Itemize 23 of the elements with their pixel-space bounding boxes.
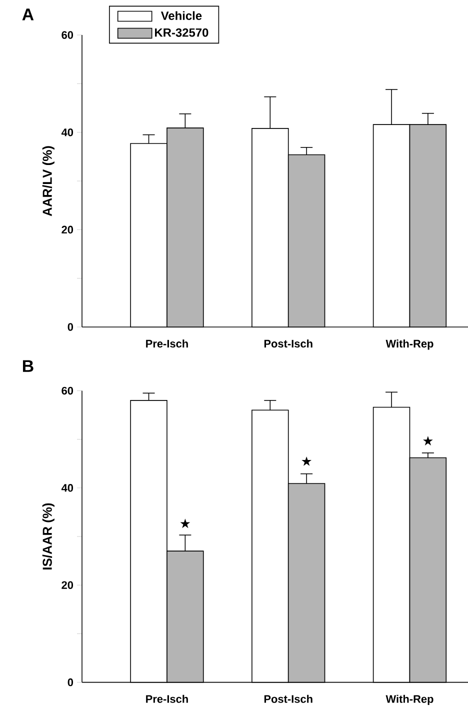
x-tick-label: With-Rep [386, 694, 434, 706]
chart-title: B [22, 360, 34, 372]
y-tick-label: 60 [62, 31, 74, 39]
y-tick-label: 0 [68, 323, 74, 331]
x-tick-label: With-Rep [386, 340, 434, 350]
y-tick-label: 40 [61, 484, 74, 492]
legend-label: Vehicle [160, 11, 202, 20]
legend-label: KR-32570 [155, 28, 208, 37]
y-tick-label: 0 [68, 678, 74, 686]
annotation: ★ [302, 456, 312, 466]
y-tick-label: 20 [62, 226, 74, 234]
annotation: ★ [422, 436, 433, 446]
x-tick-label: Post-Isch [264, 694, 312, 703]
y-tick-label: 60 [62, 386, 74, 395]
annotation: ★ [180, 518, 190, 528]
y-tick-label: 40 [61, 128, 74, 136]
y-axis-title: AAR/LV (%) [42, 146, 54, 216]
y-axis-title: IS/AAR (%) [42, 503, 54, 570]
x-tick-label: Post-Isch [264, 340, 312, 348]
chart-title: A [22, 8, 34, 20]
y-tick-label: 20 [62, 581, 74, 589]
x-tick-label: Pre-Isch [146, 694, 188, 703]
x-tick-label: Pre-Isch [146, 340, 188, 348]
